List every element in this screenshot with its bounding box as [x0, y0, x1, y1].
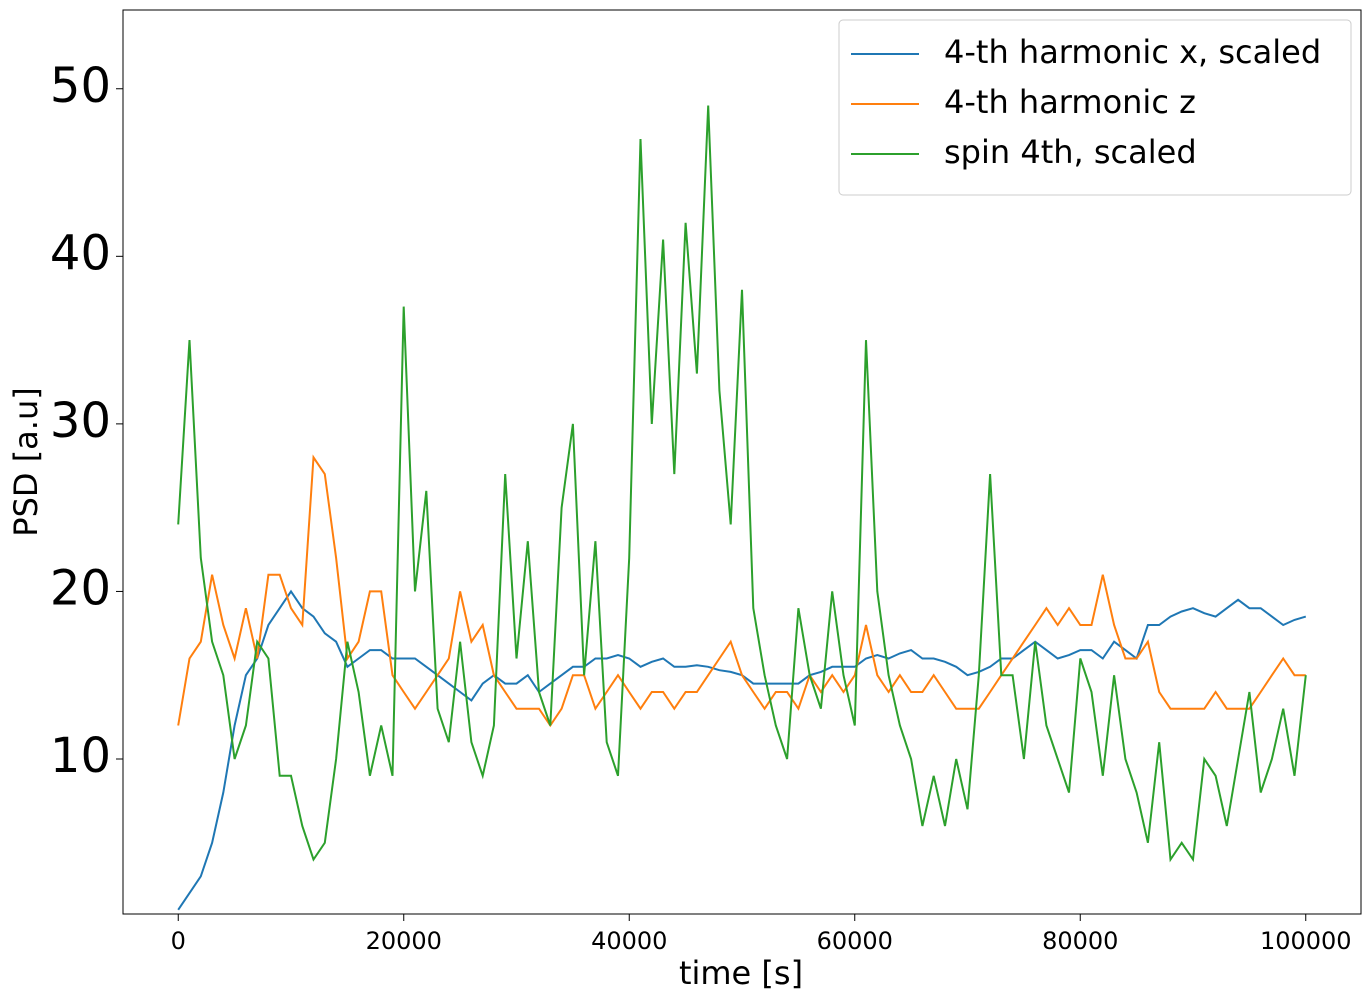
y-tick-label: 50: [50, 58, 111, 114]
legend-label: 4-th harmonic x, scaled: [944, 33, 1321, 71]
legend-box: [838, 19, 1352, 196]
series-line: [177, 589, 1307, 911]
series-line: [177, 454, 1306, 728]
y-tick-label: 20: [50, 560, 111, 616]
y-tick-label: 10: [50, 728, 111, 784]
x-tick-label: 80000: [1042, 927, 1118, 955]
y-tick-label: 40: [50, 225, 111, 281]
y-tick-label: 30: [50, 393, 111, 449]
y-axis-label: PSD [a.u]: [7, 387, 45, 536]
plot-frame: [122, 9, 1362, 915]
x-tick-label: 60000: [817, 927, 893, 955]
x-tick-label: 20000: [366, 927, 442, 955]
series-line: [177, 105, 1307, 863]
x-axis-label: time [s]: [679, 954, 803, 992]
x-tick-label: 100000: [1260, 927, 1352, 955]
x-tick-label: 40000: [591, 927, 667, 955]
legend-label: spin 4th, scaled: [944, 133, 1197, 171]
legend-label: 4-th harmonic z: [944, 83, 1196, 121]
x-tick-label: 0: [171, 927, 186, 955]
